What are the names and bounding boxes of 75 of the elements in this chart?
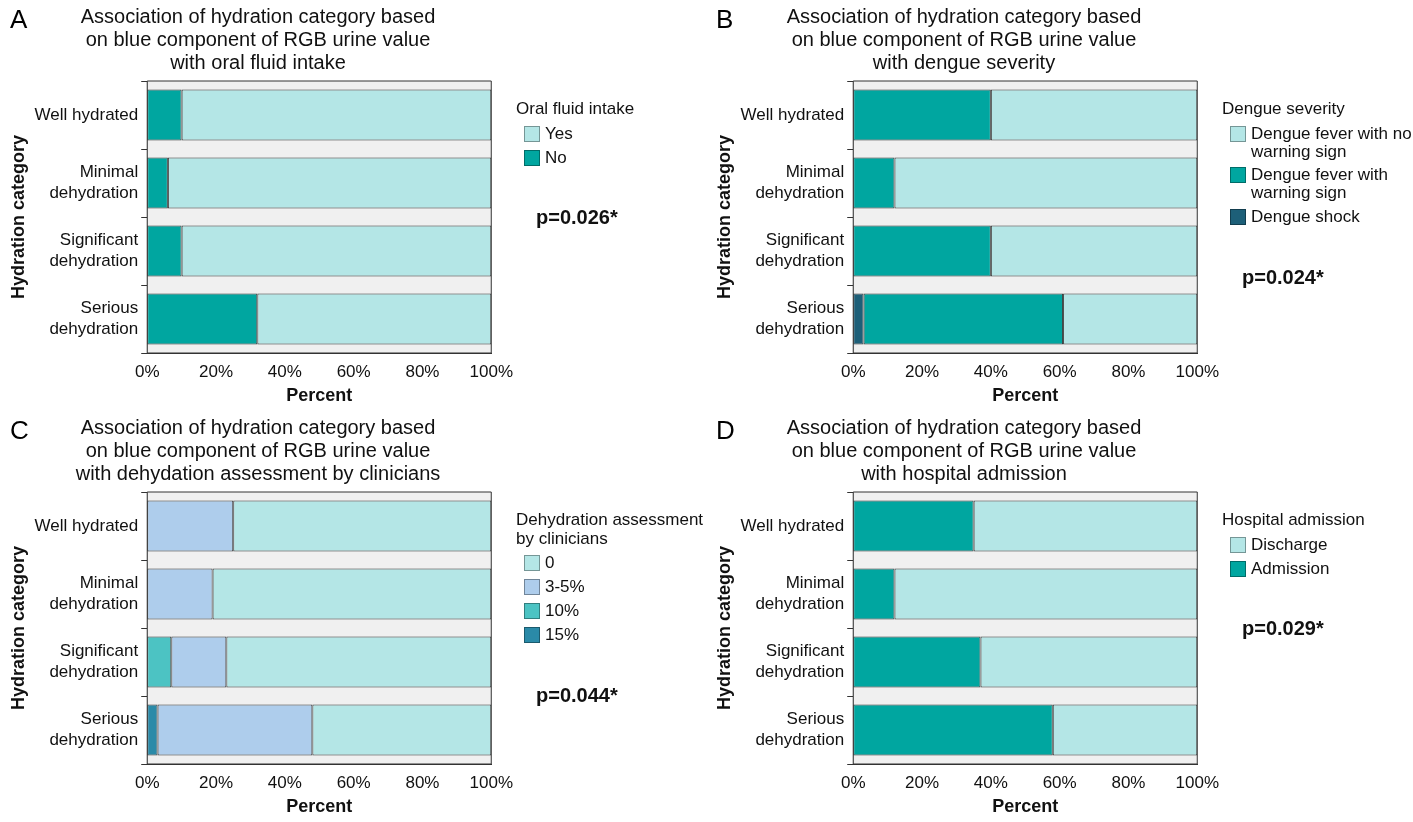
y-tick-label: Minimal dehydration	[755, 162, 845, 202]
x-tick-label: 80%	[405, 361, 440, 381]
y-tick-label: Well hydrated	[34, 515, 139, 535]
y-tick-label: Well hydrated	[34, 104, 139, 124]
x-tick-label: 40%	[267, 772, 302, 792]
legend-title: Hospital admission	[1222, 510, 1366, 530]
x-tick-label: 0%	[134, 772, 160, 792]
x-tick-label: 0%	[840, 772, 866, 792]
x-tick-label: 0%	[840, 361, 866, 381]
y-tick-label: Serious dehydration	[49, 298, 139, 338]
y-tick-label: Serious dehydration	[755, 709, 845, 749]
chart-title: Association of hydration category based on blue component of RGB urine value with dengue severity	[786, 5, 1142, 74]
x-tick-label: 20%	[905, 361, 940, 381]
legend-label: Dengue fever with no warning sign	[1251, 123, 1412, 161]
x-tick-label: 20%	[199, 772, 234, 792]
y-tick-label: Well hydrated	[740, 104, 845, 124]
x-tick-label: 60%	[336, 772, 371, 792]
x-axis-title: Percent	[286, 385, 353, 406]
x-tick-label: 80%	[405, 772, 440, 792]
y-tick-label: Significant dehydration	[49, 641, 139, 681]
y-tick-label: Significant dehydration	[755, 230, 845, 270]
x-tick-label: 0%	[134, 361, 160, 381]
x-tick-label: 60%	[336, 361, 371, 381]
chart-title: Association of hydration category based on blue component of RGB urine value with oral fluid intake	[80, 5, 436, 74]
y-tick-label: Well hydrated	[740, 515, 845, 535]
text: D	[716, 415, 735, 446]
legend-label: 3-5%	[545, 577, 585, 597]
legend-label: 0	[545, 553, 555, 573]
x-tick-label: 40%	[267, 361, 302, 381]
x-tick-label: 40%	[973, 361, 1008, 381]
legend-label: Admission	[1251, 558, 1330, 578]
x-axis-title: Percent	[286, 796, 353, 817]
text: p=0.029*	[1242, 617, 1325, 641]
y-axis-title: Hydration category	[713, 545, 734, 711]
y-axis-title: Hydration category	[7, 134, 28, 300]
legend-title: Oral fluid intake	[516, 99, 636, 119]
y-tick-label: Significant dehydration	[755, 641, 845, 681]
text: p=0.044*	[536, 683, 619, 707]
x-tick-label: 100%	[1175, 361, 1219, 381]
y-tick-label: Minimal dehydration	[49, 162, 139, 202]
y-axis-title: Hydration category	[7, 545, 28, 711]
chart-title: Association of hydration category based on blue component of RGB urine value with hospital admission	[786, 416, 1142, 485]
legend-label: No	[545, 147, 567, 167]
y-tick-label: Serious dehydration	[49, 709, 139, 749]
legend-label: Discharge	[1251, 534, 1328, 554]
text: p=0.026*	[536, 206, 619, 230]
y-axis-title: Hydration category	[713, 134, 734, 300]
x-tick-label: 20%	[199, 361, 234, 381]
y-tick-label: Serious dehydration	[755, 298, 845, 338]
text: B	[716, 4, 734, 35]
x-tick-label: 80%	[1111, 361, 1146, 381]
y-tick-label: Minimal dehydration	[755, 573, 845, 613]
x-tick-label: 100%	[469, 361, 513, 381]
legend-label: Dengue fever with warning sign	[1251, 165, 1390, 203]
x-tick-label: 80%	[1111, 772, 1146, 792]
x-axis-title: Percent	[992, 385, 1059, 406]
text: A	[10, 4, 28, 35]
legend-label: Dengue shock	[1251, 207, 1360, 227]
x-tick-label: 60%	[1042, 772, 1077, 792]
legend-label: 15%	[545, 624, 580, 644]
y-tick-label: Significant dehydration	[49, 230, 139, 270]
x-tick-label: 100%	[469, 772, 513, 792]
x-tick-label: 100%	[1175, 772, 1219, 792]
x-axis-title: Percent	[992, 796, 1059, 817]
x-tick-label: 20%	[905, 772, 940, 792]
legend-title: Dengue severity	[1222, 99, 1346, 119]
x-tick-label: 60%	[1042, 361, 1077, 381]
legend-label: 10%	[545, 601, 580, 621]
legend-label: Yes	[545, 123, 573, 143]
chart-title: Association of hydration category based on blue component of RGB urine value with dehydation assessment by clinicians	[74, 416, 441, 485]
text: p=0.024*	[1242, 265, 1325, 289]
y-tick-label: Minimal dehydration	[49, 573, 139, 613]
legend-title: Dehydration assessment by clinicians	[516, 510, 705, 549]
text: C	[10, 415, 29, 446]
x-tick-label: 40%	[973, 772, 1008, 792]
